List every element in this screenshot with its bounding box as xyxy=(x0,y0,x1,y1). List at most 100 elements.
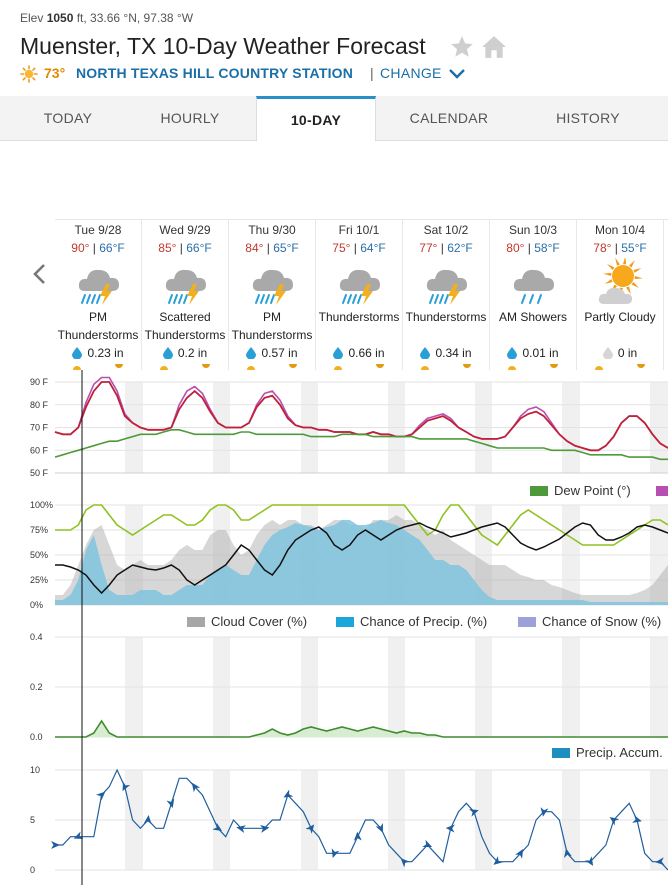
y-tick-label: 0.4 xyxy=(30,632,43,642)
elevation-value: 1050 xyxy=(46,11,74,25)
day-column[interactable]: Mon 10/4 78° | 55°F Partly Cloudy 0 in xyxy=(577,220,664,370)
wind-direction-marker xyxy=(143,815,152,825)
legend-label: Chance of Precip. (%) xyxy=(360,614,488,629)
legend-label: Cloud Cover (%) xyxy=(211,614,308,629)
precip-amount: 0 in xyxy=(577,346,663,360)
condition-text: AM Showers xyxy=(490,308,576,326)
precip-accum-area xyxy=(55,721,668,737)
condition-line-1: Thunderstorms xyxy=(405,310,487,324)
day-column[interactable]: Sat 10/2 77° | 62°F Thunderstorms 0.34 in xyxy=(403,220,490,370)
wind-direction-marker xyxy=(584,856,594,866)
tab-calendar[interactable]: CALENDAR xyxy=(409,110,489,126)
legend-label: Dew Point (°) xyxy=(554,483,631,498)
day-date: Fri 10/1 xyxy=(338,223,380,237)
condition-line-2: Thunderstorms xyxy=(57,328,139,342)
precip-value: 0.34 in xyxy=(435,346,472,360)
low-temp: 64°F xyxy=(360,241,386,255)
high-temp: 75° xyxy=(332,241,351,255)
condition-line-1: AM Showers xyxy=(498,310,568,324)
coordinates: ft, 33.66 °N, 97.38 °W xyxy=(73,11,194,25)
precip-value: 0.66 in xyxy=(348,346,385,360)
condition-text: Thunderstorms xyxy=(316,308,402,326)
sun-moon-markers xyxy=(595,364,645,370)
tab-history[interactable]: HISTORY xyxy=(556,110,620,126)
condition-line-1: Scattered xyxy=(159,310,211,324)
separator: | xyxy=(370,65,374,81)
day-column[interactable]: Fri 10/1 75° | 64°F Thunderstorms 0.66 in xyxy=(316,220,403,370)
legend-precip-accum[interactable]: Precip. Accum. xyxy=(552,745,663,760)
legend-chance-precip[interactable]: Chance of Precip. (%) xyxy=(336,614,487,629)
raindrop-icon xyxy=(507,347,518,359)
change-station-link[interactable]: CHANGE xyxy=(380,65,442,81)
raindrop-icon xyxy=(602,347,613,359)
precip-amount: 0.34 in xyxy=(403,346,489,360)
day-column[interactable]: Tue 9/28 90° | 66°F PM Thunderstorms 0.23 in xyxy=(55,220,142,370)
partly-cloudy-icon xyxy=(598,258,643,304)
thunderstorm-icon xyxy=(78,269,119,305)
tab-hourly[interactable]: HOURLY xyxy=(160,110,220,126)
thunderstorm-icon xyxy=(252,269,293,305)
wind-direction-marker xyxy=(191,782,201,793)
y-tick-label: 100% xyxy=(30,500,53,510)
precip-accum-line xyxy=(55,719,668,738)
sun-moon-markers xyxy=(160,364,210,370)
precip-value: 0.57 in xyxy=(261,346,298,360)
sun-moon-markers xyxy=(247,364,297,370)
low-temp: 55°F xyxy=(621,241,647,255)
y-tick-label: 25% xyxy=(30,575,48,585)
daily-forecast-strip: Tue 9/28 90° | 66°F PM Thunderstorms 0.23 in… xyxy=(55,219,668,370)
legend-swatch xyxy=(552,748,570,758)
home-icon[interactable] xyxy=(481,35,507,59)
wind-direction-marker xyxy=(564,848,572,859)
legend-cloud-cover[interactable]: Cloud Cover (%) xyxy=(187,614,307,629)
dew-point-line xyxy=(54,428,668,461)
day-column[interactable]: Wed 9/29 85° | 66°F Scattered Thunderstorms… xyxy=(142,220,229,370)
precip-amount: 0.57 in xyxy=(229,346,315,360)
y-tick-label: 90 F xyxy=(30,377,49,387)
tab-today[interactable]: TODAY xyxy=(43,110,93,126)
chance-precip-area xyxy=(55,520,668,605)
condition-text: PM Thunderstorms xyxy=(229,308,315,344)
condition-line-1: Thunderstorms xyxy=(318,310,400,324)
wind-line xyxy=(55,768,668,871)
wind-direction-marker xyxy=(331,848,340,859)
low-temp: 62°F xyxy=(447,241,473,255)
day-temps: 80° | 58°F xyxy=(506,241,560,255)
y-tick-label: 50 F xyxy=(30,468,49,478)
thunderstorm-icon xyxy=(426,269,467,305)
showers-icon xyxy=(513,269,554,304)
low-temp: 66°F xyxy=(186,241,212,255)
star-icon[interactable] xyxy=(449,34,475,60)
wind-direction-marker xyxy=(655,857,665,866)
chevron-down-icon[interactable] xyxy=(448,68,466,80)
page-title: Muenster, TX 10-Day Weather Forecast xyxy=(20,33,426,59)
day-column[interactable]: Thu 9/30 84° | 65°F PM Thunderstorms 0.57 in xyxy=(229,220,316,370)
legend-chance-snow[interactable]: Chance of Snow (%) xyxy=(518,614,661,629)
secondary-line xyxy=(55,522,668,595)
y-tick-label: 70 F xyxy=(30,423,49,433)
precip-value: 0.23 in xyxy=(87,346,124,360)
condition-line-2: Thunderstorms xyxy=(144,328,226,342)
day-date: Sun 10/3 xyxy=(508,223,558,237)
condition-line-1: PM xyxy=(89,310,107,324)
precip-amount: 0.01 in xyxy=(490,346,576,360)
tab-bar: TODAY HOURLY 10-DAY CALENDAR HISTORY xyxy=(0,96,668,141)
day-temps: 84° | 65°F xyxy=(245,241,299,255)
legend-dew-point[interactable]: Dew Point (°) xyxy=(530,483,631,498)
precip-amount: 0.2 in xyxy=(142,346,228,360)
station-link[interactable]: NORTH TEXAS HILL COUNTRY STATION xyxy=(76,65,354,81)
legend-label: Precip. Accum. xyxy=(576,745,663,760)
wind-direction-marker xyxy=(122,781,131,792)
y-tick-label: 60 F xyxy=(30,445,49,455)
wind-direction-marker xyxy=(259,824,270,833)
legend-swatch-heat-index xyxy=(656,486,668,496)
page-header: Elev 1050 ft, 33.66 °N, 97.38 °W Muenste… xyxy=(0,0,668,95)
chevron-left-icon[interactable] xyxy=(30,262,50,286)
high-temp: 90° xyxy=(71,241,90,255)
wind-direction-marker xyxy=(51,841,60,849)
low-temp: 58°F xyxy=(534,241,560,255)
tab-10-day[interactable]: 10-DAY xyxy=(256,96,376,141)
day-column[interactable]: Sun 10/3 80° | 58°F AM Showers 0.01 in xyxy=(490,220,577,370)
raindrop-icon xyxy=(72,347,83,359)
wind-chart: 10 5 0 xyxy=(30,765,668,875)
